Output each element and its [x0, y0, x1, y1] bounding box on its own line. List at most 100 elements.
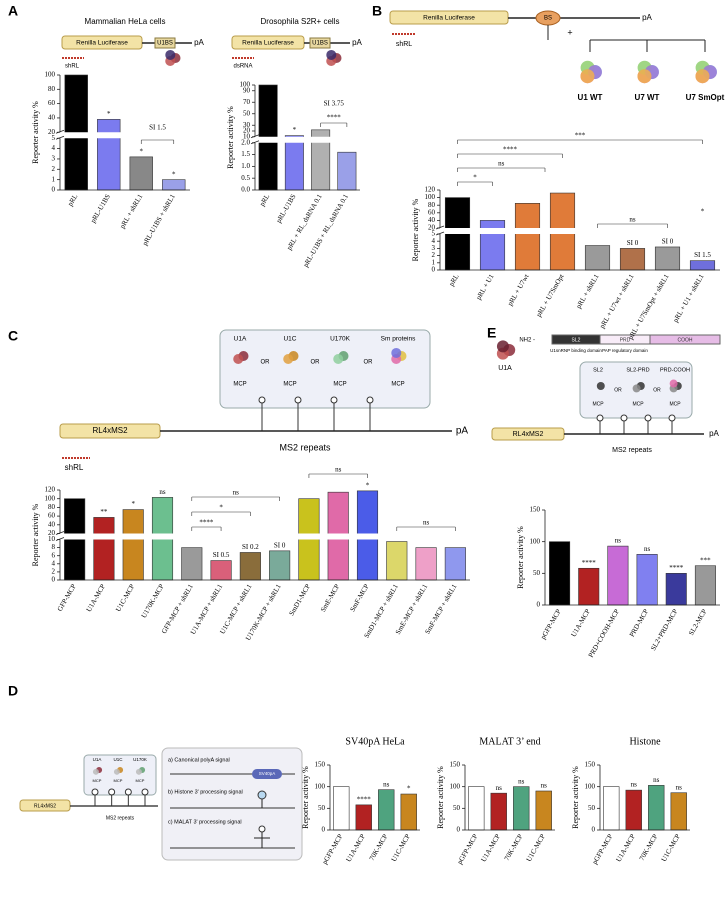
label: U1C — [283, 336, 296, 343]
y-tick-label: 30 — [243, 121, 251, 129]
protein-icon — [580, 69, 595, 84]
label: MCP — [391, 382, 404, 388]
label: U1A — [234, 336, 247, 343]
bar — [648, 785, 665, 831]
y-tick-label: 100 — [315, 782, 326, 790]
label: MCP — [592, 401, 604, 407]
y-tick-label: 100 — [425, 193, 436, 201]
y-tick-label: 2.0 — [241, 138, 250, 146]
bar — [694, 565, 716, 606]
x-tick-label: SL2-MCP — [687, 608, 708, 637]
y-tick-label: 100 — [585, 782, 596, 790]
y-tick-label: 0.0 — [241, 186, 250, 194]
label: U1C — [113, 757, 123, 762]
x-tick-label: GFP-MCP + shRL1 — [160, 582, 195, 635]
annotation: * — [473, 174, 477, 182]
significance-label: ns — [541, 782, 548, 790]
y-tick-label: 0 — [537, 601, 541, 609]
bar — [689, 260, 716, 271]
x-tick-label: 70K-MCP — [503, 833, 525, 862]
x-tick-label: U1C-MCP — [390, 833, 412, 863]
stem-loop — [620, 414, 628, 422]
connector — [55, 135, 65, 140]
x-tick-label: pRL + U7wt — [506, 273, 531, 308]
x-tick-label: pRL-U1BS + shRL1 — [141, 192, 177, 247]
protein-icon — [283, 354, 294, 365]
axis-break — [54, 533, 470, 540]
binding-site — [154, 37, 176, 49]
chart-title: Histone — [629, 736, 661, 747]
bar — [619, 248, 646, 271]
label: U7 WT — [635, 93, 660, 102]
x-tick-label: 70K-MCP — [638, 833, 660, 862]
x-tick-label: pRL-U1BS — [89, 193, 112, 225]
label: MCP — [136, 778, 145, 783]
y-tick-label: 70 — [243, 98, 251, 106]
label: U1A — [93, 757, 102, 762]
annotation: *** — [575, 132, 586, 140]
y-tick-label: 4 — [52, 559, 56, 567]
label: SL2-PRD — [626, 367, 649, 373]
y-tick-label: 0 — [52, 186, 56, 194]
y-axis-label: Reporter activity % — [436, 766, 445, 829]
protein-icon — [233, 354, 244, 365]
axis-break — [434, 228, 720, 234]
bar — [665, 573, 687, 606]
y-tick-label: 2 — [52, 568, 56, 576]
y-tick-label: 50 — [243, 109, 251, 117]
significance-label: ns — [631, 781, 638, 789]
chart-title: Mammalian HeLa cells — [85, 17, 166, 26]
y-tick-label: 50 — [533, 569, 541, 577]
label: MCP — [283, 382, 296, 388]
y-tick-label: 80 — [428, 201, 436, 209]
y-axis-label: Reporter activity % — [31, 503, 40, 566]
bar — [479, 220, 506, 271]
bar — [93, 517, 115, 581]
protein-icon — [637, 69, 652, 84]
y-tick-label: 80 — [48, 503, 56, 511]
protein-icon — [113, 768, 120, 775]
y-tick-label: 1 — [432, 258, 436, 266]
bar — [337, 151, 357, 191]
x-tick-label: U1A-MCP + shRL1 — [189, 582, 224, 635]
y-tick-label: 1 — [52, 175, 56, 183]
x-tick-label: U1A-MCP — [615, 833, 637, 864]
y-tick-label: 150 — [315, 761, 326, 769]
label: pA — [456, 426, 469, 437]
x-tick-label: pRL + U7wt + shRL1 — [598, 272, 636, 330]
stem-loop — [124, 788, 132, 796]
y-tick-label: 50 — [318, 804, 326, 812]
panel-label: C — [8, 328, 18, 344]
label: MCP — [114, 778, 123, 783]
label: MS2 repeats — [106, 815, 135, 821]
bar — [607, 545, 629, 606]
bar — [284, 135, 304, 191]
x-tick-label: pGFP-MCP — [321, 833, 345, 866]
label: U1 WT — [578, 93, 603, 102]
protein-icon — [669, 379, 678, 388]
y-tick-label: 4 — [432, 237, 436, 245]
label: b) Histone 3' processing signal — [168, 789, 243, 795]
label: shRL — [65, 463, 84, 472]
protein-icon — [496, 340, 509, 353]
significance-label: SI 0 — [274, 541, 286, 549]
label: U170K — [330, 336, 351, 343]
y-tick-label: 8 — [52, 543, 56, 551]
bar — [625, 789, 642, 831]
label: BS — [544, 16, 552, 22]
y-tick-label: 0 — [322, 826, 326, 834]
x-tick-label: U170K-MCP — [140, 583, 166, 620]
bar — [355, 804, 372, 831]
label: a) Canonical polyA signal — [168, 757, 230, 763]
y-tick-label: 1.5 — [241, 150, 250, 158]
significance-label: ** — [100, 508, 108, 516]
y-tick-label: 5 — [432, 230, 436, 238]
hairpin — [257, 790, 267, 800]
label: shRL — [396, 41, 412, 48]
y-tick-label: 120 — [45, 486, 56, 494]
label: OR — [311, 360, 321, 366]
x-tick-label: pRL + U1 + shRL1 — [672, 272, 706, 323]
annotation: * — [701, 208, 705, 216]
y-tick-label: 2 — [432, 251, 436, 259]
